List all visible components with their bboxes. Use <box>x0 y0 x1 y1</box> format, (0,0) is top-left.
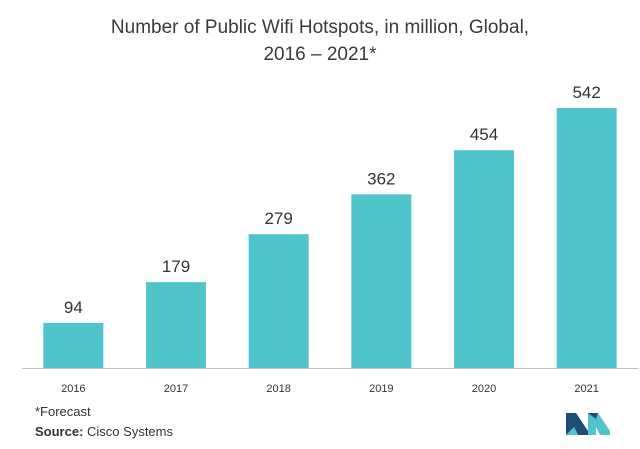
data-label-2020: 454 <box>470 125 498 144</box>
x-tick-label-2018: 2018 <box>266 383 290 395</box>
data-label-2021: 542 <box>572 83 600 102</box>
chart-title-line-1: Number of Public Wifi Hotspots, in milli… <box>110 17 530 38</box>
chart-title-line-2: 2016 – 2021* <box>263 44 377 65</box>
bar-2018 <box>248 234 309 368</box>
bar-2017 <box>146 282 206 368</box>
source-line: Source: Cisco Systems <box>35 424 173 439</box>
forecast-note: *Forecast <box>35 404 91 419</box>
bar-2016 <box>43 322 104 368</box>
data-label-2016: 94 <box>64 298 83 317</box>
bar-2020 <box>454 150 514 368</box>
bar-2019 <box>351 194 412 368</box>
mordor-logo-icon <box>566 413 610 435</box>
x-tick-label-2020: 2020 <box>472 383 496 395</box>
x-tick-label-2019: 2019 <box>369 383 393 395</box>
x-tick-label-2016: 2016 <box>61 383 85 395</box>
bar-2021 <box>556 108 617 368</box>
data-label-2017: 179 <box>162 257 190 276</box>
x-tick-label-2017: 2017 <box>164 383 188 395</box>
x-tick-label-2021: 2021 <box>574 383 598 395</box>
data-label-2019: 362 <box>367 169 395 188</box>
source-label: Source: <box>35 424 84 439</box>
chart-title: Number of Public Wifi Hotspots, in milli… <box>0 14 640 68</box>
source-value: Cisco Systems <box>87 424 173 439</box>
data-label-2018: 279 <box>264 209 292 228</box>
